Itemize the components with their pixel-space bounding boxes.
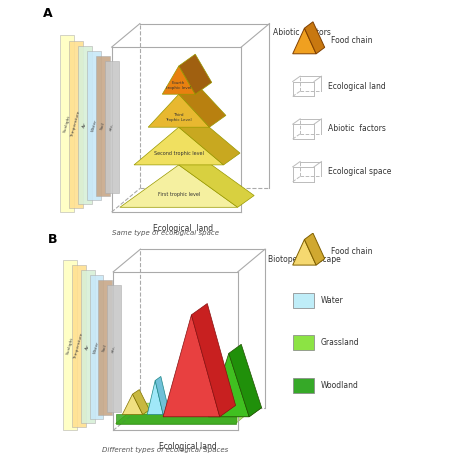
Text: Woodland: Woodland bbox=[320, 381, 358, 390]
Polygon shape bbox=[148, 94, 210, 127]
Polygon shape bbox=[116, 414, 236, 424]
Text: Fourth
trophic level: Fourth trophic level bbox=[166, 82, 191, 90]
Polygon shape bbox=[69, 40, 83, 208]
Polygon shape bbox=[96, 56, 110, 197]
Polygon shape bbox=[293, 28, 316, 54]
Text: Ecological space: Ecological space bbox=[328, 167, 391, 176]
Text: First trophic level: First trophic level bbox=[158, 192, 200, 197]
Text: etc.: etc. bbox=[109, 122, 115, 131]
Polygon shape bbox=[304, 233, 325, 265]
Text: etc.: etc. bbox=[111, 344, 117, 353]
Polygon shape bbox=[105, 61, 119, 193]
Polygon shape bbox=[87, 51, 101, 200]
Polygon shape bbox=[90, 275, 103, 419]
Text: Sunlight: Sunlight bbox=[63, 115, 71, 133]
Text: Soil: Soil bbox=[102, 343, 108, 352]
Text: Biotope Landscape: Biotope Landscape bbox=[268, 255, 341, 264]
Text: Temperature: Temperature bbox=[73, 332, 84, 360]
Text: Same type of ecological space: Same type of ecological space bbox=[112, 230, 219, 236]
Polygon shape bbox=[120, 165, 237, 207]
Text: A: A bbox=[43, 7, 53, 20]
Polygon shape bbox=[293, 293, 314, 308]
Text: Water: Water bbox=[93, 341, 100, 354]
Text: Third
Trophic Level: Third Trophic Level bbox=[165, 113, 192, 121]
Polygon shape bbox=[229, 344, 262, 417]
Text: Food chain: Food chain bbox=[331, 247, 373, 256]
Polygon shape bbox=[293, 336, 314, 351]
Text: Abiotic  factors: Abiotic factors bbox=[328, 125, 386, 134]
Polygon shape bbox=[209, 353, 249, 417]
Polygon shape bbox=[179, 82, 226, 127]
Polygon shape bbox=[116, 403, 260, 424]
Text: B: B bbox=[47, 233, 57, 246]
Text: Air: Air bbox=[85, 343, 91, 350]
Polygon shape bbox=[179, 116, 240, 165]
Polygon shape bbox=[162, 66, 195, 94]
Polygon shape bbox=[122, 394, 143, 414]
Polygon shape bbox=[163, 405, 236, 417]
Text: Air: Air bbox=[82, 121, 88, 128]
Polygon shape bbox=[155, 376, 169, 414]
Polygon shape bbox=[98, 280, 112, 415]
Polygon shape bbox=[191, 304, 236, 417]
Text: Soil: Soil bbox=[100, 122, 106, 130]
Polygon shape bbox=[163, 315, 220, 417]
Text: Grassland: Grassland bbox=[320, 338, 359, 347]
Text: Water: Water bbox=[91, 119, 98, 132]
Polygon shape bbox=[64, 260, 77, 430]
Polygon shape bbox=[293, 378, 314, 393]
Polygon shape bbox=[134, 127, 224, 165]
Polygon shape bbox=[293, 240, 316, 265]
Text: Ecological land: Ecological land bbox=[328, 82, 386, 91]
Text: Food chain: Food chain bbox=[331, 37, 373, 45]
Polygon shape bbox=[133, 390, 149, 414]
Polygon shape bbox=[81, 270, 95, 423]
Polygon shape bbox=[179, 54, 212, 94]
Polygon shape bbox=[179, 153, 254, 207]
Text: Abiotic  factors: Abiotic factors bbox=[273, 29, 331, 38]
Text: Water: Water bbox=[320, 296, 343, 305]
Polygon shape bbox=[304, 22, 325, 54]
Polygon shape bbox=[209, 408, 262, 417]
Text: Second trophic level: Second trophic level bbox=[154, 151, 204, 156]
Polygon shape bbox=[107, 285, 121, 412]
Text: Ecological land: Ecological land bbox=[159, 442, 217, 451]
Text: Ecological  land: Ecological land bbox=[153, 224, 213, 233]
Polygon shape bbox=[72, 265, 86, 427]
Text: Different types of ecological Spaces: Different types of ecological Spaces bbox=[102, 447, 228, 453]
Polygon shape bbox=[147, 381, 163, 414]
Polygon shape bbox=[78, 46, 92, 204]
Polygon shape bbox=[60, 35, 74, 212]
Text: Sunlight: Sunlight bbox=[66, 336, 74, 355]
Text: Temperature: Temperature bbox=[71, 111, 82, 138]
